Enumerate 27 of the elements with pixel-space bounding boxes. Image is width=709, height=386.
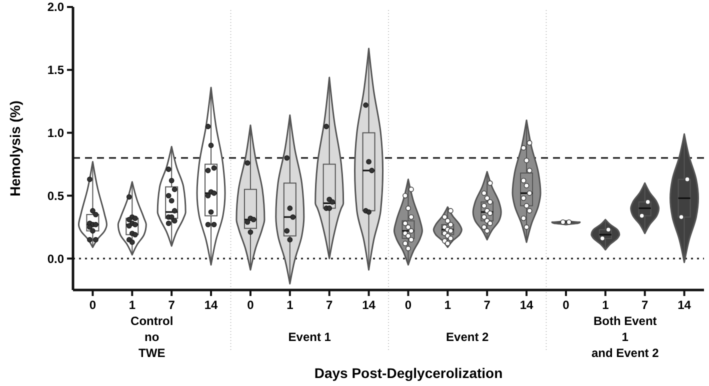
x-tick-label: 14 <box>520 298 534 312</box>
x-tick-label: 1 <box>444 298 452 312</box>
x-tick-label: 1 <box>128 298 136 312</box>
x-tick-label: 14 <box>678 298 692 312</box>
x-tick-label: 7 <box>326 298 333 312</box>
x-axis-title: Days Post-Deglycerolization <box>314 365 503 381</box>
x-tick-label: 14 <box>362 298 376 312</box>
x-tick-label: 0 <box>89 298 96 312</box>
y-tick-label: 1.0 <box>47 126 64 140</box>
x-tick-label: 1 <box>602 298 610 312</box>
y-tick-label: 1.5 <box>47 63 64 78</box>
x-tick-label: 7 <box>484 298 491 312</box>
x-tick-label: 1 <box>286 298 294 312</box>
text: Event 1 <box>288 330 332 344</box>
x-tick-label: 7 <box>642 298 648 312</box>
x-tick-label: 0 <box>562 298 570 312</box>
text: Both Event 1 and Event 2 <box>591 314 660 360</box>
text: Event 2 <box>446 330 490 344</box>
x-tick-label: 14 <box>204 298 218 312</box>
y-tick-label: 0.5 <box>47 188 64 203</box>
x-tick-label: 0 <box>404 298 412 312</box>
y-tick-label: 0.0 <box>47 252 64 266</box>
y-tick-label: 2.0 <box>47 0 64 14</box>
x-tick-label: 0 <box>247 298 254 312</box>
y-axis-title: Hemolysis (%) <box>7 100 23 196</box>
text: Control no TWE <box>130 314 174 360</box>
x-tick-label: 7 <box>168 298 176 312</box>
